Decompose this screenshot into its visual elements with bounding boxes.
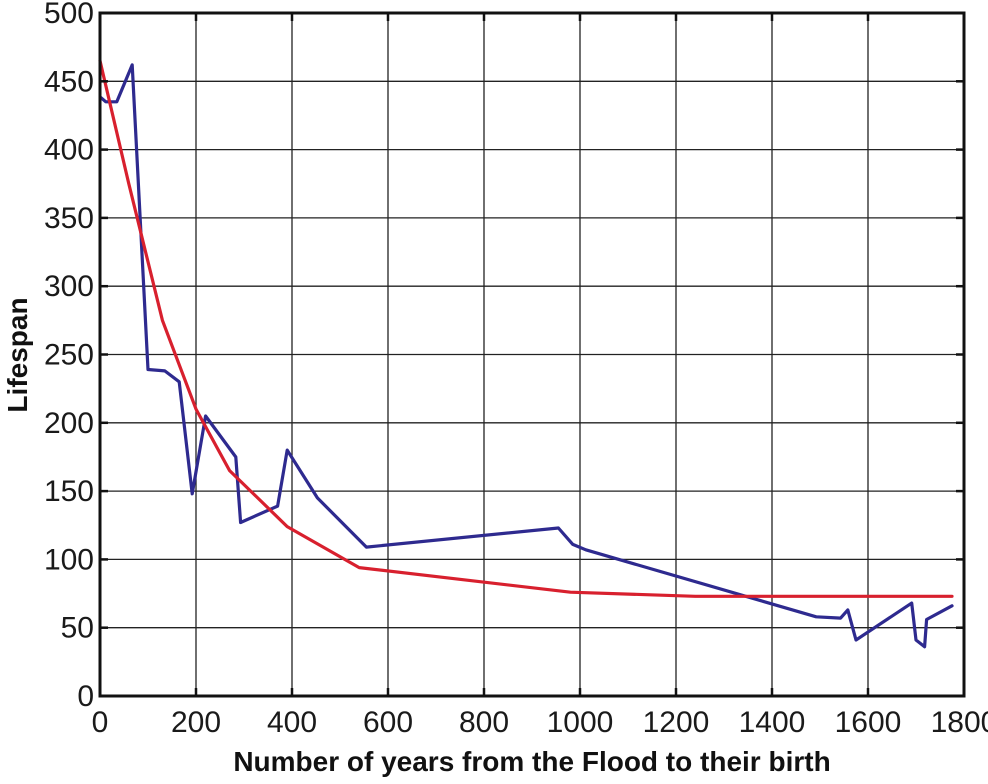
y-tick-labels: 0 50 100 150 200 250 300 350 400 450 500 — [44, 0, 94, 713]
y-tick-label: 500 — [44, 0, 94, 30]
x-axis-title: Number of years from the Flood to their … — [233, 746, 830, 777]
y-tick-label: 150 — [44, 475, 94, 508]
y-tick-label: 50 — [61, 612, 94, 645]
series-layer — [98, 59, 954, 649]
grid-lines — [100, 13, 964, 696]
x-tick-label: 1400 — [739, 706, 806, 739]
y-tick-label: 400 — [44, 134, 94, 167]
x-tick-label: 0 — [92, 706, 109, 739]
y-tick-label: 350 — [44, 202, 94, 235]
series-line-observed — [99, 63, 954, 649]
x-tick-label: 200 — [171, 706, 221, 739]
y-tick-label: 250 — [44, 339, 94, 372]
y-axis-title: Lifespan — [2, 297, 33, 412]
x-tick-label: 600 — [363, 706, 413, 739]
axis-ticks — [98, 11, 966, 698]
x-tick-label: 800 — [459, 706, 509, 739]
x-tick-label: 1200 — [643, 706, 710, 739]
series-line-fitted — [98, 59, 954, 598]
y-tick-label: 300 — [44, 270, 94, 303]
y-tick-label: 200 — [44, 407, 94, 440]
x-tick-label: 1600 — [835, 706, 902, 739]
x-tick-label: 400 — [267, 706, 317, 739]
x-tick-label: 1000 — [547, 706, 614, 739]
y-tick-label: 0 — [77, 680, 94, 713]
y-tick-label: 450 — [44, 65, 94, 98]
y-tick-label: 100 — [44, 543, 94, 576]
